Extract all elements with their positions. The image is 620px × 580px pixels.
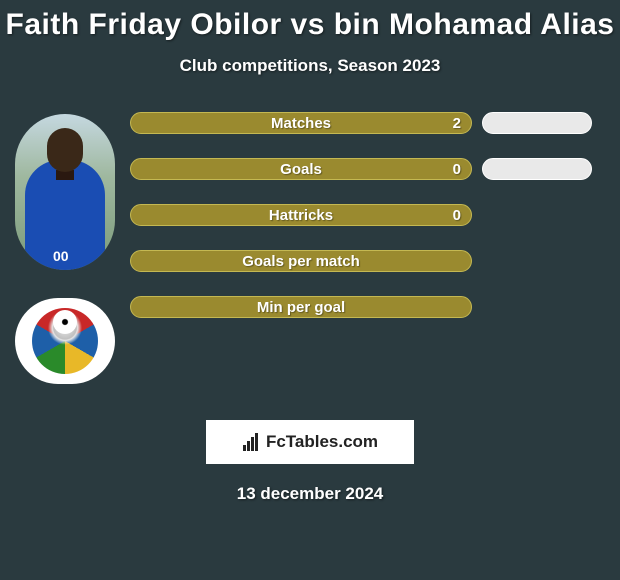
stat-label: Min per goal (257, 299, 345, 316)
left-column: 00 (0, 112, 130, 384)
avatar-head (47, 128, 83, 172)
stats-column: Matches 2 Goals 0 Hattricks 0 Goals per match M… (130, 112, 620, 318)
fctables-logo: FcTables.com (206, 420, 414, 464)
stat-row: Hattricks 0 (130, 204, 612, 226)
stat-label: Matches (271, 115, 331, 132)
stat-label: Goals (280, 161, 322, 178)
stat-value-right: 0 (453, 161, 461, 178)
stat-pill-main: Matches 2 (130, 112, 472, 134)
date-text: 13 december 2024 (237, 484, 384, 504)
stat-value-right: 0 (453, 207, 461, 224)
page-subtitle: Club competitions, Season 2023 (0, 56, 620, 76)
logo-text: FcTables.com (266, 432, 378, 452)
stat-pill-main: Hattricks 0 (130, 204, 472, 226)
footer: FcTables.com 13 december 2024 (0, 420, 620, 504)
stat-pill-main: Goals 0 (130, 158, 472, 180)
infographic-container: Faith Friday Obilor vs bin Mohamad Alias… (0, 0, 620, 504)
jersey-number: 00 (53, 248, 69, 264)
stat-label: Goals per match (242, 253, 360, 270)
badge-emblem (32, 308, 98, 374)
badge-ball-icon (53, 310, 77, 334)
bars-icon (242, 433, 262, 451)
stat-row: Goals per match (130, 250, 612, 272)
stat-row: Matches 2 (130, 112, 612, 134)
stat-label: Hattricks (269, 207, 333, 224)
stat-row: Min per goal (130, 296, 612, 318)
stat-pill-main: Goals per match (130, 250, 472, 272)
stat-pill-main: Min per goal (130, 296, 472, 318)
player-avatar: 00 (15, 114, 115, 270)
page-title: Faith Friday Obilor vs bin Mohamad Alias (0, 8, 620, 42)
stat-row: Goals 0 (130, 158, 612, 180)
stat-pill-side (482, 158, 592, 180)
content-row: 00 Matches 2 Goals 0 Hattricks 0 Goals per mat… (0, 112, 620, 384)
club-badge (15, 298, 115, 384)
stat-pill-side (482, 112, 592, 134)
stat-value-right: 2 (453, 115, 461, 132)
